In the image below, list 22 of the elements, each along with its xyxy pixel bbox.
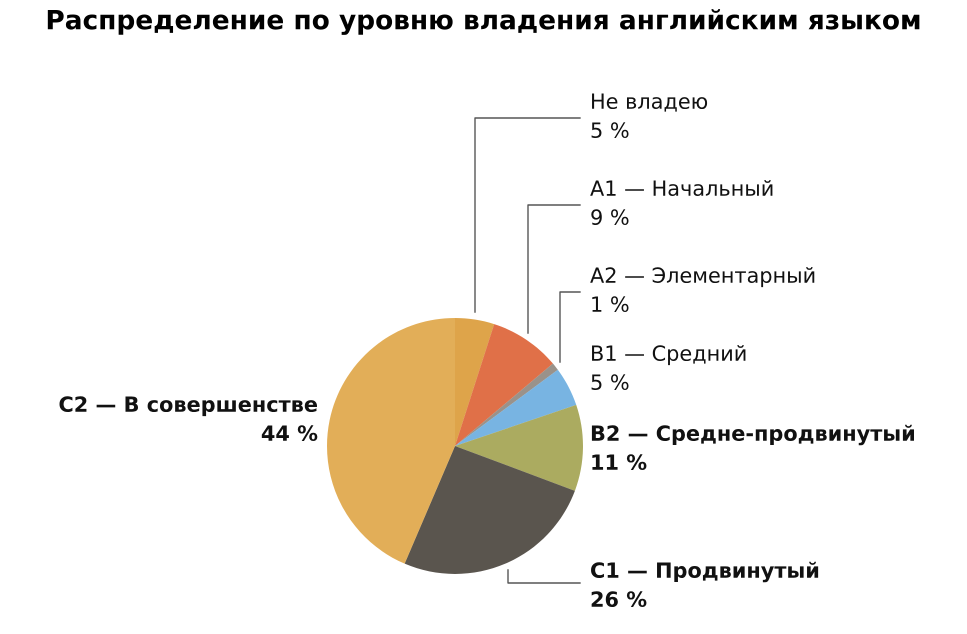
data-label: 11 % (592, 454, 646, 470)
data-label: 5 % (592, 122, 629, 138)
pie-slice (404, 446, 575, 574)
data-label: 26 % (592, 591, 646, 608)
data-label: 1 % (592, 296, 629, 312)
pie-slice (327, 318, 455, 564)
pie-slice (455, 404, 583, 491)
pie-slice (455, 364, 558, 446)
slice-label: A2 — Элементарный (590, 267, 814, 288)
data-label: 5 % (592, 374, 629, 390)
chart-title: Распределение по уровню владения английским языком (48, 9, 920, 35)
slice-label: C2 — В совершенстве (60, 396, 317, 416)
slice-label: C1 — Продвинутый (591, 562, 818, 582)
slice-label: B2 — Средне-продвинутый (592, 424, 914, 446)
data-label: 44 % (262, 425, 318, 442)
pie-slice (455, 370, 576, 446)
pie-slice (455, 318, 494, 446)
data-label: 9 % (591, 209, 629, 226)
slice-label: A1 — Начальный (590, 180, 772, 196)
slice-label: Не владею (592, 94, 708, 112)
pie-slice (455, 324, 553, 446)
slice-label: B1 — Средний (592, 345, 746, 366)
